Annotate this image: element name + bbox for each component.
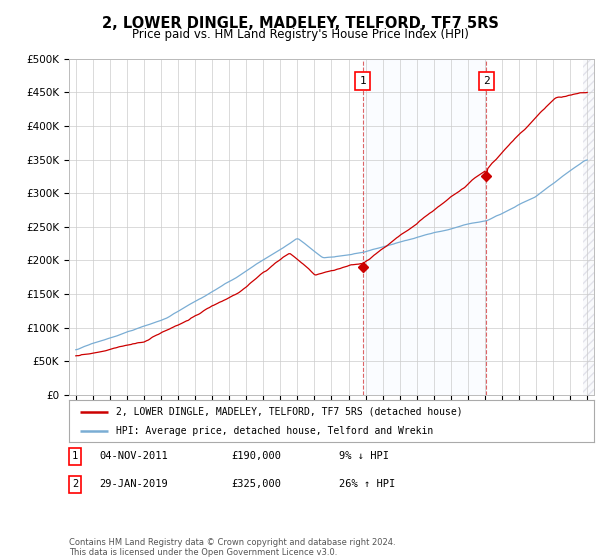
Text: 04-NOV-2011: 04-NOV-2011 [99, 451, 168, 461]
Text: Price paid vs. HM Land Registry's House Price Index (HPI): Price paid vs. HM Land Registry's House … [131, 28, 469, 41]
Text: 29-JAN-2019: 29-JAN-2019 [99, 479, 168, 489]
Text: 26% ↑ HPI: 26% ↑ HPI [339, 479, 395, 489]
Text: 1: 1 [359, 76, 366, 86]
Text: 1: 1 [72, 451, 78, 461]
Bar [363, 59, 487, 395]
Bar [583, 59, 594, 395]
Text: 2: 2 [72, 479, 78, 489]
Text: HPI: Average price, detached house, Telford and Wrekin: HPI: Average price, detached house, Telf… [116, 426, 433, 436]
Text: 2: 2 [483, 76, 490, 86]
Text: £190,000: £190,000 [231, 451, 281, 461]
Text: Contains HM Land Registry data © Crown copyright and database right 2024.
This d: Contains HM Land Registry data © Crown c… [69, 538, 395, 557]
Text: 2, LOWER DINGLE, MADELEY, TELFORD, TF7 5RS (detached house): 2, LOWER DINGLE, MADELEY, TELFORD, TF7 5… [116, 407, 463, 417]
Bar [583, 59, 594, 395]
Text: £325,000: £325,000 [231, 479, 281, 489]
Text: 9% ↓ HPI: 9% ↓ HPI [339, 451, 389, 461]
Text: 2, LOWER DINGLE, MADELEY, TELFORD, TF7 5RS: 2, LOWER DINGLE, MADELEY, TELFORD, TF7 5… [101, 16, 499, 31]
